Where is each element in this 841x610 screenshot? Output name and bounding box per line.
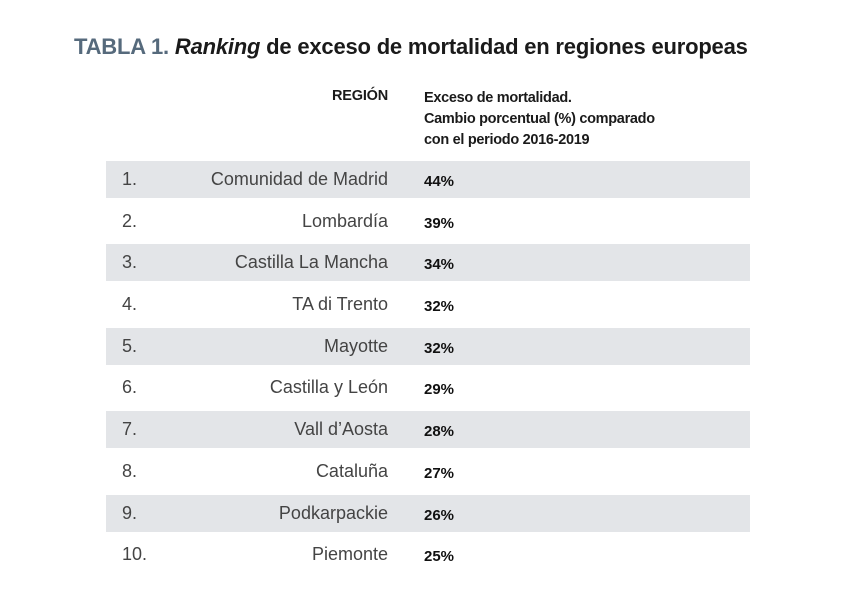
table-row: 5. Mayotte 32%	[106, 327, 750, 365]
column-header-value-line-2: Cambio porcentual (%) comparado	[424, 111, 655, 127]
table-row: 2. Lombardía 39%	[106, 203, 750, 240]
row-region: Castilla La Mancha	[234, 252, 388, 273]
row-rank: 1.	[122, 169, 138, 189]
row-region: Castilla y León	[269, 377, 388, 398]
row-region: Comunidad de Madrid	[210, 169, 388, 189]
row-value: 26%	[424, 506, 455, 524]
table-row: 1. Comunidad de Madrid 44%	[106, 161, 750, 198]
table-row: 7. Vall d’Aosta 28%	[106, 411, 750, 449]
row-rank: 7.	[122, 419, 138, 440]
row-value: 29%	[424, 381, 455, 399]
row-region: Vall d’Aosta	[294, 419, 388, 440]
table-row: 8. Cataluña 27%	[106, 453, 750, 490]
table-row: 10. Piemonte 25%	[106, 536, 750, 573]
row-value: 34%	[424, 256, 455, 274]
row-value: 32%	[424, 298, 455, 316]
column-header-value-line-1: Exceso de mortalidad.	[424, 90, 572, 106]
table-row: 6. Castilla y León 29%	[106, 369, 750, 406]
row-value: 44%	[424, 173, 455, 190]
table-title-rest: de exceso de mortalidad en regiones euro…	[260, 34, 748, 59]
row-region: Cataluña	[315, 460, 388, 481]
row-rank: 2.	[122, 210, 138, 231]
column-header-value: Exceso de mortalidad. Cambio porcentual …	[424, 88, 655, 151]
table-title-italic: Ranking	[174, 34, 261, 59]
row-value: 25%	[424, 548, 455, 566]
row-rank: 3.	[122, 252, 138, 273]
row-value: 39%	[424, 214, 455, 232]
table-title-prefix: TABLA 1.	[74, 34, 169, 59]
column-header-value-line-3: con el periodo 2016-2019	[424, 132, 590, 148]
row-rank: 10.	[122, 544, 148, 565]
row-region: Podkarpackie	[278, 502, 388, 523]
row-value: 32%	[424, 339, 455, 357]
row-region: Piemonte	[311, 544, 388, 565]
table-title: TABLA 1. Ranking de exceso de mortalidad…	[74, 34, 748, 60]
row-rank: 4.	[122, 294, 138, 315]
table-row: 3. Castilla La Mancha 34%	[106, 244, 750, 282]
row-region: Lombardía	[301, 210, 388, 231]
row-rank: 9.	[122, 502, 138, 523]
row-rank: 6.	[122, 377, 138, 398]
row-value: 28%	[424, 423, 455, 441]
row-rank: 5.	[122, 335, 138, 356]
row-value: 27%	[424, 464, 455, 482]
ranking-table: 1. Comunidad de Madrid 44% 2. Lombardía 39% 3.…	[106, 161, 750, 578]
row-rank: 8.	[122, 460, 138, 481]
table-row: 9. Podkarpackie 26%	[106, 494, 750, 532]
column-header-region: REGIÓN	[332, 88, 388, 104]
row-region: TA di Trento	[292, 294, 388, 315]
row-region: Mayotte	[323, 335, 388, 356]
table-row: 4. TA di Trento 32%	[106, 286, 750, 323]
